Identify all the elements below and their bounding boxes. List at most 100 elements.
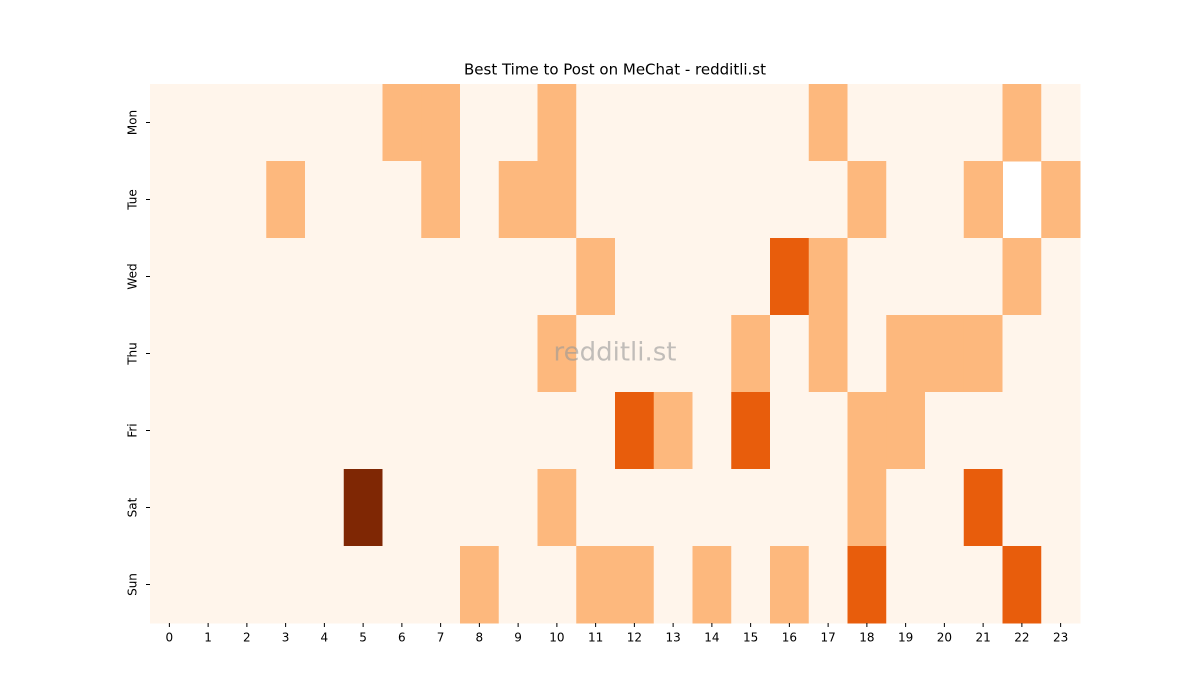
heatmap-cell	[731, 392, 771, 470]
x-tick-label: 13	[665, 631, 680, 645]
heatmap-cell	[1041, 469, 1081, 547]
heatmap-cell	[692, 315, 732, 393]
x-tick-label: 18	[859, 631, 874, 645]
heatmap-cell	[537, 84, 577, 162]
x-tick-label: 21	[975, 631, 990, 645]
heatmap-cell	[305, 392, 345, 470]
x-tick-label: 3	[282, 631, 290, 645]
heatmap-cell	[382, 84, 422, 162]
heatmap-cell	[963, 392, 1003, 470]
heatmap-cell	[1002, 84, 1042, 162]
heatmap-cell	[460, 469, 500, 547]
heatmap-cell	[305, 161, 345, 239]
heatmap-cell	[615, 238, 655, 316]
heatmap-cell	[808, 546, 848, 624]
heatmap-cell	[731, 315, 771, 393]
heatmap-cell	[731, 161, 771, 239]
heatmap-cell	[808, 392, 848, 470]
heatmap-cell	[343, 161, 383, 239]
heatmap-cell	[1002, 315, 1042, 393]
heatmap-cell	[770, 238, 810, 316]
heatmap-cell	[227, 546, 267, 624]
x-tick-label: 11	[588, 631, 603, 645]
heatmap-cell	[227, 238, 267, 316]
heatmap-cell	[382, 161, 422, 239]
heatmap-cell	[615, 392, 655, 470]
heatmap-cell	[150, 84, 190, 162]
heatmap-cell	[615, 161, 655, 239]
heatmap-cell	[653, 469, 693, 547]
heatmap-cell	[963, 84, 1003, 162]
heatmap-cell	[808, 161, 848, 239]
y-tick-label: Wed	[126, 263, 140, 289]
heatmap-cell	[188, 546, 228, 624]
heatmap-cell	[305, 238, 345, 316]
heatmap-cell	[615, 469, 655, 547]
heatmap-cell	[925, 469, 965, 547]
heatmap-cell	[227, 84, 267, 162]
heatmap-cell	[847, 84, 887, 162]
heatmap-cell	[537, 392, 577, 470]
heatmap-cell	[498, 546, 538, 624]
heatmap-cell	[653, 161, 693, 239]
heatmap-cell	[343, 546, 383, 624]
heatmap-cell	[692, 392, 732, 470]
heatmap-cell	[692, 238, 732, 316]
y-tick-label: Sat	[126, 497, 140, 517]
heatmap-cell	[731, 469, 771, 547]
x-tick-label: 12	[627, 631, 642, 645]
x-tick-label: 7	[437, 631, 445, 645]
x-tick-label: 5	[359, 631, 367, 645]
x-tick-label: 2	[243, 631, 251, 645]
heatmap-cell	[886, 161, 926, 239]
y-tick-label: Sun	[126, 573, 140, 596]
heatmap-cell	[653, 315, 693, 393]
x-tick-label: 16	[782, 631, 797, 645]
heatmap-cell	[963, 161, 1003, 239]
heatmap-cell	[421, 546, 461, 624]
heatmap-cell	[343, 238, 383, 316]
heatmap-cell	[421, 84, 461, 162]
heatmap-cell	[188, 161, 228, 239]
x-tick-label: 4	[321, 631, 329, 645]
heatmap-cell	[963, 238, 1003, 316]
x-tick-label: 20	[937, 631, 952, 645]
heatmap-cell	[1002, 546, 1042, 624]
heatmap-cell	[653, 546, 693, 624]
heatmap-cell	[498, 469, 538, 547]
heatmap-cell	[808, 315, 848, 393]
heatmap-cell	[188, 315, 228, 393]
heatmap-cell	[1041, 392, 1081, 470]
chart-title: Best Time to Post on MeChat - redditli.s…	[464, 61, 766, 79]
heatmap-cell	[847, 546, 887, 624]
heatmap-cell	[305, 84, 345, 162]
x-tick-label: 1	[204, 631, 212, 645]
heatmap-cell	[343, 392, 383, 470]
heatmap-cell	[925, 315, 965, 393]
heatmap-cell	[770, 84, 810, 162]
heatmap-cell	[227, 392, 267, 470]
heatmap-cell	[1002, 392, 1042, 470]
heatmap-cell	[847, 469, 887, 547]
heatmap-cell	[343, 84, 383, 162]
heatmap-cell	[266, 469, 306, 547]
x-tick-label: 22	[1014, 631, 1029, 645]
heatmap-cell	[576, 84, 616, 162]
heatmap-cell	[731, 546, 771, 624]
heatmap-cell	[188, 238, 228, 316]
heatmap-cell	[498, 238, 538, 316]
heatmap-cell	[227, 315, 267, 393]
heatmap-cell	[266, 546, 306, 624]
x-tick-label: 9	[514, 631, 522, 645]
heatmap-cell	[576, 469, 616, 547]
heatmap-cell	[576, 315, 616, 393]
y-tick-label: Thu	[126, 342, 140, 366]
heatmap-cell	[305, 469, 345, 547]
heatmap-cell	[770, 392, 810, 470]
heatmap-cell	[460, 392, 500, 470]
heatmap-cell	[537, 315, 577, 393]
heatmap-cell	[770, 469, 810, 547]
x-tick-label: 10	[549, 631, 564, 645]
heatmap-cell	[150, 161, 190, 239]
